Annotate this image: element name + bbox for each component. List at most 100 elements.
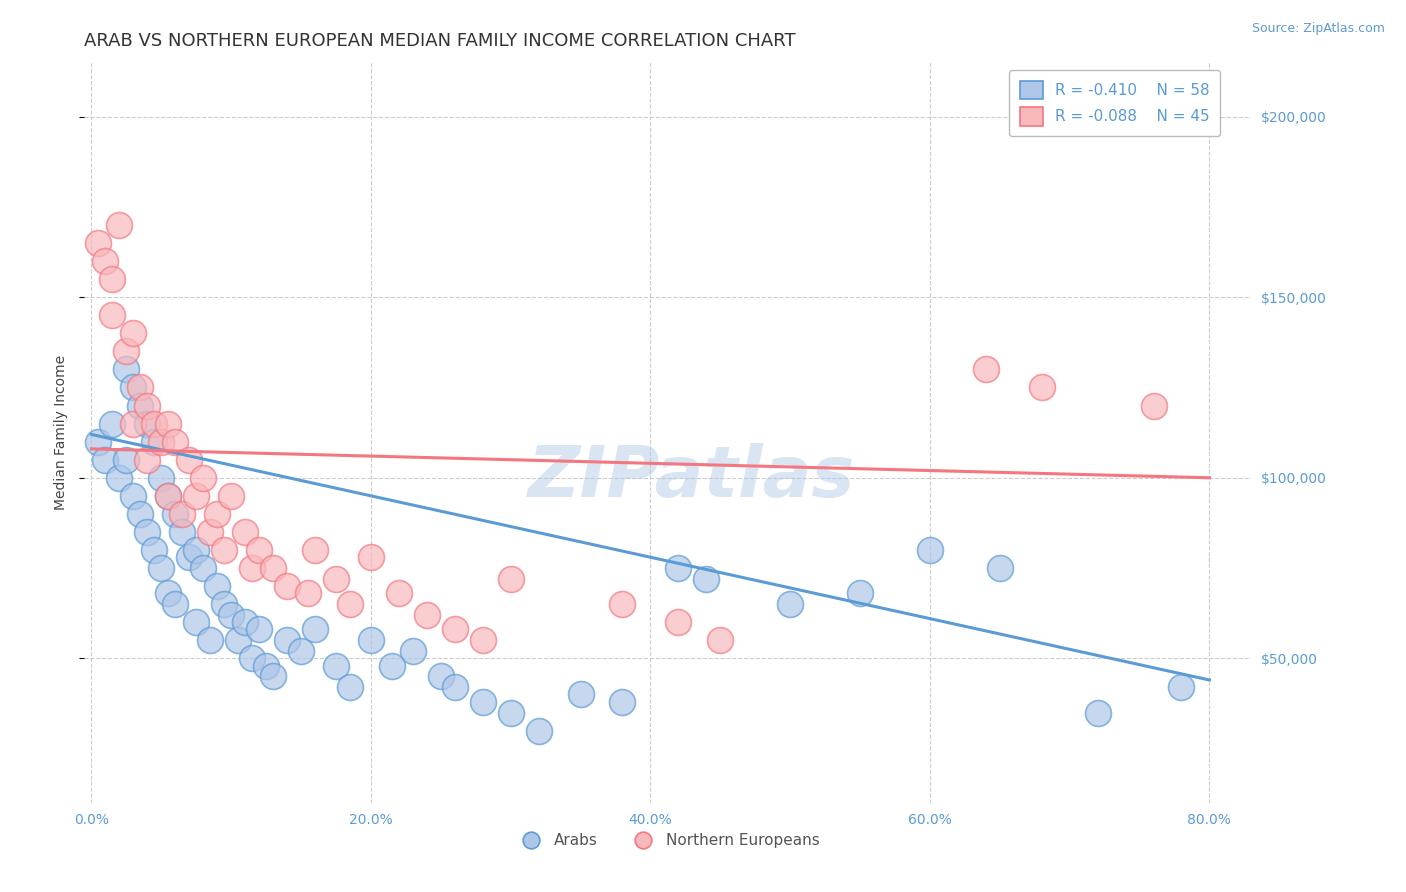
- Point: [695, 572, 717, 586]
- Point: [191, 471, 214, 485]
- Point: [143, 434, 166, 449]
- Point: [101, 417, 124, 431]
- Point: [849, 586, 872, 600]
- Point: [179, 452, 201, 467]
- Point: [205, 579, 228, 593]
- Point: [165, 434, 187, 449]
- Point: [186, 615, 208, 630]
- Point: [276, 579, 298, 593]
- Point: [136, 417, 159, 431]
- Point: [157, 417, 180, 431]
- Point: [1142, 399, 1164, 413]
- Point: [198, 633, 221, 648]
- Point: [240, 651, 263, 665]
- Point: [779, 597, 801, 611]
- Point: [172, 507, 194, 521]
- Point: [186, 543, 208, 558]
- Point: [262, 561, 284, 575]
- Point: [129, 507, 152, 521]
- Point: [212, 597, 235, 611]
- Point: [157, 586, 180, 600]
- Point: [360, 550, 382, 565]
- Point: [918, 543, 941, 558]
- Point: [1170, 680, 1192, 694]
- Point: [108, 218, 131, 232]
- Point: [101, 308, 124, 322]
- Point: [115, 362, 138, 376]
- Point: [247, 623, 270, 637]
- Point: [709, 633, 731, 648]
- Point: [172, 524, 194, 539]
- Point: [974, 362, 997, 376]
- Point: [87, 434, 110, 449]
- Point: [179, 550, 201, 565]
- Point: [129, 399, 152, 413]
- Point: [150, 471, 173, 485]
- Point: [157, 489, 180, 503]
- Point: [304, 623, 326, 637]
- Point: [247, 543, 270, 558]
- Point: [612, 597, 634, 611]
- Point: [122, 380, 145, 394]
- Point: [569, 688, 592, 702]
- Text: Source: ZipAtlas.com: Source: ZipAtlas.com: [1251, 22, 1385, 36]
- Point: [527, 723, 550, 738]
- Point: [150, 434, 173, 449]
- Text: ZIPatlas: ZIPatlas: [527, 442, 855, 511]
- Point: [143, 417, 166, 431]
- Point: [165, 597, 187, 611]
- Point: [94, 452, 117, 467]
- Point: [339, 680, 361, 694]
- Point: [325, 572, 347, 586]
- Point: [443, 623, 465, 637]
- Point: [226, 633, 249, 648]
- Point: [108, 471, 131, 485]
- Point: [212, 543, 235, 558]
- Legend: Arabs, Northern Europeans: Arabs, Northern Europeans: [509, 827, 827, 855]
- Point: [129, 380, 152, 394]
- Point: [297, 586, 319, 600]
- Point: [1031, 380, 1053, 394]
- Point: [325, 658, 347, 673]
- Point: [198, 524, 221, 539]
- Point: [381, 658, 404, 673]
- Point: [115, 344, 138, 359]
- Point: [339, 597, 361, 611]
- Point: [499, 706, 522, 720]
- Point: [304, 543, 326, 558]
- Point: [219, 489, 242, 503]
- Point: [254, 658, 277, 673]
- Point: [87, 235, 110, 250]
- Point: [150, 561, 173, 575]
- Text: ARAB VS NORTHERN EUROPEAN MEDIAN FAMILY INCOME CORRELATION CHART: ARAB VS NORTHERN EUROPEAN MEDIAN FAMILY …: [84, 32, 796, 50]
- Point: [471, 695, 494, 709]
- Point: [205, 507, 228, 521]
- Point: [666, 561, 689, 575]
- Point: [219, 607, 242, 622]
- Point: [443, 680, 465, 694]
- Y-axis label: Median Family Income: Median Family Income: [53, 355, 67, 510]
- Point: [471, 633, 494, 648]
- Point: [115, 452, 138, 467]
- Point: [101, 272, 124, 286]
- Point: [136, 399, 159, 413]
- Point: [136, 524, 159, 539]
- Point: [122, 489, 145, 503]
- Point: [290, 644, 312, 658]
- Point: [499, 572, 522, 586]
- Point: [240, 561, 263, 575]
- Point: [143, 543, 166, 558]
- Point: [157, 489, 180, 503]
- Point: [186, 489, 208, 503]
- Point: [122, 417, 145, 431]
- Point: [429, 669, 451, 683]
- Point: [233, 615, 256, 630]
- Point: [165, 507, 187, 521]
- Point: [402, 644, 425, 658]
- Point: [136, 452, 159, 467]
- Point: [988, 561, 1011, 575]
- Point: [94, 254, 117, 268]
- Point: [416, 607, 439, 622]
- Point: [612, 695, 634, 709]
- Point: [233, 524, 256, 539]
